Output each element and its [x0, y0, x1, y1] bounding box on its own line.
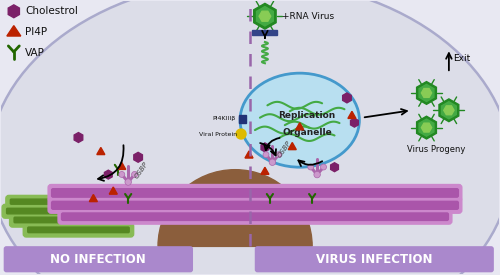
Bar	[238, 115, 246, 123]
Text: Virus Progeny: Virus Progeny	[408, 145, 466, 154]
Circle shape	[308, 164, 314, 170]
Circle shape	[125, 179, 132, 185]
Polygon shape	[109, 187, 118, 194]
Text: Replication: Replication	[278, 111, 336, 120]
Text: PI4P: PI4P	[26, 27, 48, 37]
Text: Viral Protein: Viral Protein	[199, 131, 237, 136]
FancyBboxPatch shape	[6, 208, 130, 214]
FancyBboxPatch shape	[14, 217, 128, 223]
Wedge shape	[158, 170, 312, 246]
Text: VAP: VAP	[26, 48, 45, 58]
Circle shape	[236, 129, 246, 139]
Text: OSBP: OSBP	[133, 161, 149, 180]
FancyBboxPatch shape	[48, 185, 462, 201]
Text: Exit: Exit	[453, 54, 470, 63]
Text: NO INFECTION: NO INFECTION	[50, 253, 146, 266]
Circle shape	[269, 159, 276, 166]
Polygon shape	[245, 151, 253, 158]
Circle shape	[276, 152, 282, 158]
FancyBboxPatch shape	[10, 199, 141, 204]
Text: Organelle: Organelle	[282, 128, 332, 137]
Text: OSBP: OSBP	[276, 139, 292, 158]
Polygon shape	[261, 167, 269, 174]
FancyBboxPatch shape	[62, 213, 448, 220]
Circle shape	[263, 152, 269, 158]
Bar	[252, 30, 278, 35]
FancyBboxPatch shape	[52, 201, 458, 209]
Circle shape	[314, 171, 320, 178]
Polygon shape	[118, 162, 126, 169]
Polygon shape	[348, 111, 356, 119]
Text: Cholestrol: Cholestrol	[26, 6, 78, 16]
Text: +RNA Virus: +RNA Virus	[282, 12, 335, 21]
Polygon shape	[296, 123, 304, 130]
FancyBboxPatch shape	[58, 209, 452, 224]
Polygon shape	[288, 142, 296, 150]
FancyBboxPatch shape	[6, 196, 146, 208]
Circle shape	[132, 172, 138, 177]
FancyBboxPatch shape	[28, 227, 129, 233]
FancyBboxPatch shape	[48, 197, 462, 213]
Polygon shape	[7, 26, 21, 36]
Circle shape	[119, 172, 125, 177]
FancyBboxPatch shape	[52, 189, 458, 197]
FancyBboxPatch shape	[4, 247, 192, 272]
Text: PI4KIIIβ: PI4KIIIβ	[213, 116, 236, 122]
FancyBboxPatch shape	[256, 247, 493, 272]
Ellipse shape	[240, 73, 360, 167]
Circle shape	[320, 164, 326, 170]
FancyBboxPatch shape	[10, 213, 132, 227]
FancyBboxPatch shape	[2, 204, 135, 218]
FancyBboxPatch shape	[24, 223, 134, 237]
Polygon shape	[97, 147, 105, 155]
Text: VIRUS INFECTION: VIRUS INFECTION	[316, 253, 432, 266]
Polygon shape	[90, 194, 98, 202]
